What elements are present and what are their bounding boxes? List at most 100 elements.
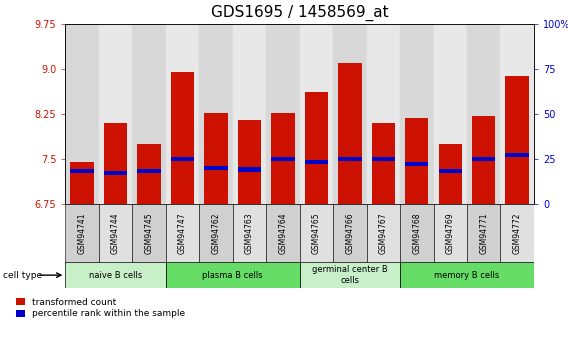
Bar (500, 24, 534, 204)
Bar (70, 162, 94, 204)
Bar (171, 157, 194, 161)
Text: GSM94762: GSM94762 (211, 213, 220, 254)
Text: GSM94765: GSM94765 (312, 213, 321, 254)
Text: germinal center B
cells: germinal center B cells (312, 265, 388, 285)
Bar (166, 24, 199, 204)
Bar (204, 113, 228, 204)
Bar (438, 144, 462, 204)
Bar (137, 144, 161, 204)
Bar (65, 24, 99, 204)
Bar (271, 157, 295, 161)
Bar (204, 113, 228, 204)
Bar (338, 63, 362, 204)
Bar (70, 162, 94, 204)
Bar (237, 120, 261, 204)
Bar (137, 169, 161, 173)
Text: GSM94766: GSM94766 (345, 213, 354, 254)
Bar (304, 92, 328, 204)
Bar (237, 167, 261, 171)
Bar (271, 157, 295, 161)
Bar (433, 204, 467, 264)
Bar (99, 204, 132, 264)
Text: GSM94767: GSM94767 (379, 213, 388, 254)
Bar (338, 63, 362, 204)
Bar (70, 169, 94, 173)
Bar (338, 157, 362, 161)
Text: GSM94744: GSM94744 (111, 213, 120, 254)
Bar (371, 157, 395, 161)
Bar (400, 204, 433, 264)
Bar (500, 204, 534, 264)
Bar (472, 157, 495, 161)
Bar (199, 24, 233, 204)
Text: GSM94745: GSM94745 (144, 213, 153, 254)
Bar (405, 162, 428, 166)
Bar (304, 160, 328, 164)
Bar (506, 76, 529, 204)
Bar (366, 24, 400, 204)
Bar (366, 204, 400, 264)
Bar (204, 166, 228, 170)
Bar (438, 169, 462, 173)
Text: plasma B cells: plasma B cells (202, 270, 263, 280)
Text: GSM94768: GSM94768 (412, 213, 421, 254)
Bar (438, 144, 462, 204)
Bar (300, 204, 333, 264)
Bar (400, 262, 534, 288)
Bar (204, 166, 228, 170)
Bar (472, 116, 495, 204)
Text: GSM94769: GSM94769 (446, 213, 455, 254)
Text: naive B cells: naive B cells (89, 270, 142, 280)
Bar (132, 24, 166, 204)
Bar (338, 157, 362, 161)
Bar (405, 118, 428, 204)
Bar (371, 123, 395, 204)
Bar (104, 123, 127, 204)
Bar (199, 204, 233, 264)
Text: GSM94741: GSM94741 (78, 213, 86, 254)
Bar (333, 24, 366, 204)
Bar (271, 113, 295, 204)
Bar (506, 76, 529, 204)
Bar (104, 171, 127, 175)
Bar (333, 204, 366, 264)
Text: GSM94747: GSM94747 (178, 213, 187, 254)
Bar (467, 24, 500, 204)
Bar (400, 24, 433, 204)
Bar (237, 167, 261, 171)
Bar (304, 92, 328, 204)
Text: GSM94772: GSM94772 (513, 213, 521, 254)
Bar (65, 262, 166, 288)
Bar (271, 113, 295, 204)
Bar (65, 204, 99, 264)
Text: GSM94763: GSM94763 (245, 213, 254, 254)
Text: GSM94771: GSM94771 (479, 213, 488, 254)
Text: memory B cells: memory B cells (435, 270, 500, 280)
Bar (166, 262, 300, 288)
Bar (104, 123, 127, 204)
Bar (433, 24, 467, 204)
Bar (438, 169, 462, 173)
Bar (300, 262, 400, 288)
Text: cell type: cell type (3, 270, 42, 280)
Bar (300, 24, 333, 204)
Bar (70, 169, 94, 173)
Bar (472, 157, 495, 161)
Bar (506, 153, 529, 157)
Bar (137, 144, 161, 204)
Bar (467, 204, 500, 264)
Bar (371, 123, 395, 204)
Bar (166, 204, 199, 264)
Bar (371, 157, 395, 161)
Bar (266, 24, 300, 204)
Bar (506, 153, 529, 157)
Title: GDS1695 / 1458569_at: GDS1695 / 1458569_at (211, 5, 389, 21)
Bar (266, 204, 300, 264)
Bar (171, 72, 194, 204)
Bar (472, 116, 495, 204)
Bar (233, 204, 266, 264)
Bar (137, 169, 161, 173)
Bar (132, 204, 166, 264)
Bar (237, 120, 261, 204)
Text: GSM94764: GSM94764 (278, 213, 287, 254)
